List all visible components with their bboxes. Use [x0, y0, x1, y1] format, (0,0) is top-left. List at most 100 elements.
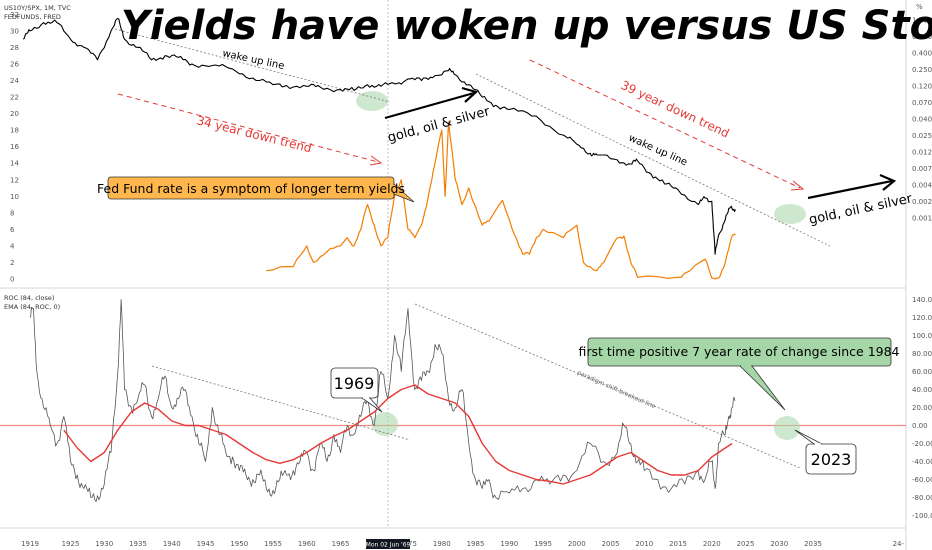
roc-axis-tick: 120.00 [912, 314, 932, 322]
roc-series-line [29, 299, 736, 502]
time-axis-end-label: 24- [893, 540, 905, 548]
year-2023-label: 2023 [811, 450, 852, 469]
top-axis-tick: 4 [10, 242, 15, 250]
top-axis-tick: 10 [10, 193, 19, 201]
roc-axis-tick: 0.00 [912, 422, 928, 430]
right-axis-tick: 0.007% [912, 165, 932, 173]
year-1969-box[interactable]: 1969 [330, 367, 383, 413]
fed-annotation-box[interactable]: Fed Fund rate is a symptom of longer ter… [97, 176, 415, 203]
legend-roc: ROC (84, close) [4, 294, 54, 302]
fed-box-label: Fed Fund rate is a symptom of longer ter… [97, 181, 405, 196]
right-axis-tick: 0.040% [912, 116, 932, 124]
down-trend-34-arrowhead [369, 155, 383, 166]
right-axis-tick: 0.004% [912, 182, 932, 190]
right-axis-tick: 0.400% [912, 50, 932, 58]
time-axis-tick: 2005 [602, 540, 620, 548]
roc-axis-tick: 100.00 [912, 332, 932, 340]
gold-arrow-2-head [879, 173, 897, 191]
time-axis-tick: 2000 [568, 540, 586, 548]
time-axis-tick: 2020 [703, 540, 721, 548]
top-axis-tick: 22 [10, 94, 19, 102]
roc-axis-tick: 80.00 [912, 350, 932, 358]
top-axis-tick: 30 [10, 27, 19, 35]
right-axis-tick: 0.001% [912, 215, 932, 223]
right-axis-tick: 0.700% [912, 33, 932, 41]
time-axis-tick: 2030 [770, 540, 788, 548]
roc-trend-line-1 [151, 365, 411, 441]
time-axis-tick: 1985 [467, 540, 485, 548]
highlight-circle-1969-bottom [372, 412, 398, 436]
legend-ratio: US10Y/SPX, 1M, TVC [4, 4, 71, 12]
highlight-circle-2023-top [774, 204, 806, 224]
right-axis-tick: 0.250% [912, 66, 932, 74]
wake-up-line-2 [475, 73, 831, 247]
time-axis-tick: 1940 [163, 540, 181, 548]
roc-axis-tick: -20.00 [912, 440, 932, 448]
paradigm-shift-line [414, 303, 801, 469]
top-axis-tick: 16 [10, 143, 19, 151]
top-axis-tick: 20 [10, 110, 19, 118]
down-trend-39-arrowhead [790, 180, 805, 191]
time-axis-tick: 1995 [534, 540, 552, 548]
right-axis-tick: 1.200% [912, 17, 932, 25]
time-axis-tick: 1930 [95, 540, 113, 548]
down-trend-39-arrow [529, 59, 801, 189]
year-1969-label: 1969 [334, 374, 375, 393]
roc-axis-tick: -40.00 [912, 458, 932, 466]
time-axis-tick: 1935 [129, 540, 147, 548]
time-axis-tick: 2010 [635, 540, 653, 548]
positive-roc-label: first time positive 7 year rate of chang… [578, 344, 899, 359]
legend-ema: EMA (84, ROC, 0) [4, 303, 60, 311]
right-axis-tick: 0.002% [912, 198, 932, 206]
time-axis-tick: 1990 [500, 540, 518, 548]
top-axis-tick: 24 [10, 77, 19, 85]
gold-arrow-1-head [461, 86, 479, 103]
time-axis-tick: 1960 [298, 540, 316, 548]
right-axis-tick: 0.012% [912, 149, 932, 157]
ratio-series-line [22, 17, 736, 255]
top-axis-tick: 2 [10, 259, 14, 267]
gold-arrow-1 [384, 91, 475, 120]
roc-axis-tick: -100.00 [912, 512, 932, 520]
time-axis-tick: 1925 [62, 540, 80, 548]
gold-arrow-2 [807, 179, 893, 200]
bottom-right-axis: 140.00 120.00 100.00 80.00 60.00 40.00 20.00 0.… [912, 296, 932, 520]
highlight-circle-1969-top [356, 91, 388, 111]
time-axis-tick: 2025 [737, 540, 755, 548]
roc-axis-tick: 60.00 [912, 368, 932, 376]
time-axis-tick: 2035 [804, 540, 822, 548]
top-axis-tick: 14 [10, 160, 19, 168]
time-axis-tick: 2015 [669, 540, 687, 548]
roc-axis-tick: 140.00 [912, 296, 932, 304]
chart-title: Yields have woken up versus US Stocks [121, 3, 932, 49]
positive-roc-box[interactable]: first time positive 7 year rate of chang… [578, 337, 900, 411]
time-axis-tick: 1919 [21, 540, 39, 548]
year-2023-box[interactable]: 2023 [794, 429, 857, 475]
time-axis-tick: 1965 [332, 540, 350, 548]
top-axis-tick: 0 [10, 276, 14, 284]
top-axis-tick: 28 [10, 44, 19, 52]
top-axis-tick: 32 [10, 11, 19, 19]
highlight-circle-2023-bottom [774, 416, 800, 440]
time-axis-tick: 1950 [230, 540, 248, 548]
roc-axis-tick: -80.00 [912, 494, 932, 502]
right-axis-tick: 0.025% [912, 132, 932, 140]
fedfunds-series-line [266, 121, 736, 280]
roc-axis-tick: 40.00 [912, 386, 932, 394]
roc-axis-tick: -60.00 [912, 476, 932, 484]
cursor-date-label: Mon 02 Jun '69 [366, 542, 411, 549]
top-axis-tick: 18 [10, 127, 19, 135]
top-axis-tick: 6 [10, 226, 15, 234]
cursor-date-badge: Mon 02 Jun '69 [366, 539, 411, 549]
ema-series-line [63, 384, 733, 485]
time-axis-tick: 1980 [433, 540, 451, 548]
top-axis-tick: 26 [10, 60, 19, 68]
time-axis-tick: 1945 [197, 540, 215, 548]
corner-percent-label: % [916, 3, 923, 11]
time-axis-tick: 1955 [264, 540, 282, 548]
roc-axis-tick: 20.00 [912, 404, 932, 412]
top-right-axis: 1.200% 0.700% 0.400% 0.250% 0.120% 0.070% 0.04… [912, 17, 932, 223]
